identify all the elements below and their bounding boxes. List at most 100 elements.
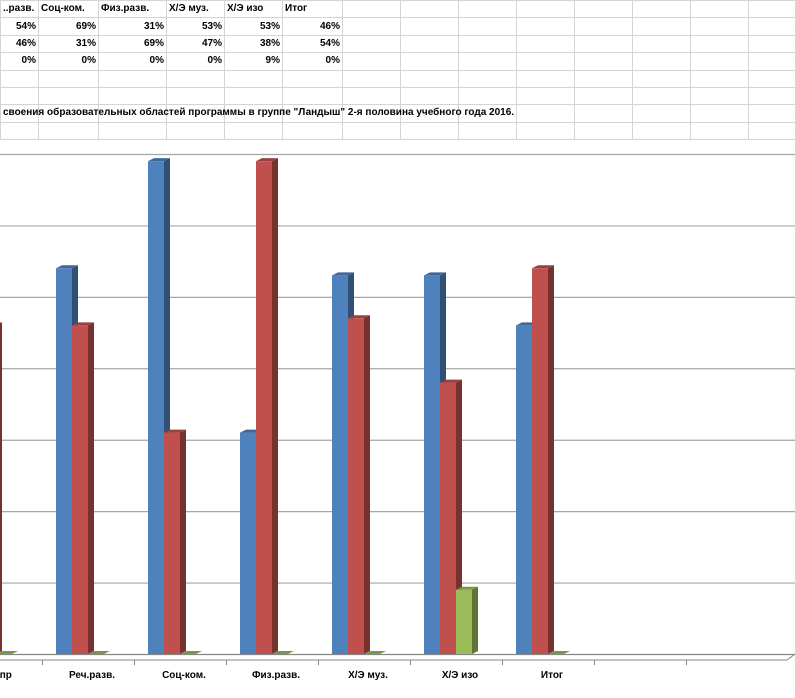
cell[interactable] — [574, 86, 633, 106]
cell[interactable] — [458, 69, 517, 88]
data-cell[interactable]: 31% — [38, 34, 99, 54]
cell[interactable] — [690, 52, 749, 71]
cell[interactable] — [632, 52, 691, 71]
cell[interactable] — [0, 69, 39, 88]
cell[interactable] — [632, 34, 691, 54]
cell[interactable] — [748, 17, 795, 36]
cell[interactable] — [98, 86, 167, 106]
cell[interactable] — [690, 121, 749, 141]
data-cell[interactable]: 31% — [98, 17, 167, 36]
data-cell[interactable]: 0% — [0, 52, 39, 71]
header-cell[interactable]: Физ.разв. — [98, 0, 167, 19]
cell[interactable] — [632, 69, 691, 88]
cell[interactable] — [282, 69, 343, 88]
data-cell[interactable]: 0% — [38, 52, 99, 71]
data-cell[interactable]: 54% — [0, 17, 39, 36]
data-cell[interactable]: 0% — [166, 52, 225, 71]
cell[interactable] — [748, 121, 795, 141]
header-cell[interactable]: Х/Э изо — [224, 0, 283, 19]
chart-title-cell[interactable]: своения образовательных областей програм… — [0, 104, 514, 123]
cell[interactable] — [166, 69, 225, 88]
cell[interactable] — [516, 69, 575, 88]
cell[interactable] — [166, 86, 225, 106]
cell[interactable] — [458, 34, 517, 54]
data-cell[interactable]: 0% — [282, 52, 343, 71]
cell[interactable] — [574, 52, 633, 71]
cell[interactable] — [458, 121, 517, 141]
cell[interactable] — [342, 34, 401, 54]
cell[interactable] — [516, 104, 575, 123]
cell[interactable] — [574, 104, 633, 123]
header-cell[interactable]: Соц-ком. — [38, 0, 99, 19]
cell[interactable] — [38, 86, 99, 106]
cell[interactable] — [690, 69, 749, 88]
cell[interactable] — [748, 34, 795, 54]
cell[interactable] — [400, 52, 459, 71]
cell[interactable] — [342, 17, 401, 36]
cell[interactable] — [690, 17, 749, 36]
cell[interactable] — [690, 0, 749, 19]
cell[interactable] — [574, 17, 633, 36]
data-cell[interactable]: 53% — [224, 17, 283, 36]
cell[interactable] — [400, 69, 459, 88]
cell[interactable] — [632, 121, 691, 141]
cell[interactable] — [0, 121, 39, 141]
cell[interactable] — [574, 121, 633, 141]
bar-chart[interactable]: ..нпр Реч.разв. Соц-ком. Физ.разв. Х/Э муз. Х… — [0, 140, 795, 698]
cell[interactable] — [342, 52, 401, 71]
cell[interactable] — [516, 17, 575, 36]
header-cell[interactable]: ..разв. — [0, 0, 39, 19]
cell[interactable] — [400, 34, 459, 54]
cell[interactable] — [574, 69, 633, 88]
data-cell[interactable]: 47% — [166, 34, 225, 54]
cell[interactable] — [458, 0, 517, 19]
cell[interactable] — [224, 121, 283, 141]
cell[interactable] — [516, 121, 575, 141]
cell[interactable] — [748, 0, 795, 19]
cell[interactable] — [38, 121, 99, 141]
cell[interactable] — [574, 0, 633, 19]
cell[interactable] — [458, 52, 517, 71]
cell[interactable] — [690, 34, 749, 54]
data-cell[interactable]: 46% — [282, 17, 343, 36]
cell[interactable] — [98, 69, 167, 88]
cell[interactable] — [0, 86, 39, 106]
data-cell[interactable]: 0% — [98, 52, 167, 71]
cell[interactable] — [458, 86, 517, 106]
cell[interactable] — [224, 69, 283, 88]
cell[interactable] — [342, 0, 401, 19]
data-cell[interactable]: 69% — [38, 17, 99, 36]
data-cell[interactable]: 46% — [0, 34, 39, 54]
cell[interactable] — [38, 69, 99, 88]
cell[interactable] — [748, 52, 795, 71]
cell[interactable] — [748, 104, 795, 123]
cell[interactable] — [748, 69, 795, 88]
cell[interactable] — [282, 86, 343, 106]
cell[interactable] — [166, 121, 225, 141]
data-cell[interactable]: 38% — [224, 34, 283, 54]
data-cell[interactable]: 53% — [166, 17, 225, 36]
cell[interactable] — [690, 86, 749, 106]
cell[interactable] — [516, 86, 575, 106]
cell[interactable] — [632, 0, 691, 19]
data-cell[interactable]: 9% — [224, 52, 283, 71]
header-cell[interactable]: Итог — [282, 0, 343, 19]
cell[interactable] — [516, 34, 575, 54]
cell[interactable] — [400, 0, 459, 19]
cell[interactable] — [282, 121, 343, 141]
data-cell[interactable]: 69% — [98, 34, 167, 54]
cell[interactable] — [98, 121, 167, 141]
cell[interactable] — [574, 34, 633, 54]
cell[interactable] — [632, 17, 691, 36]
cell[interactable] — [748, 86, 795, 106]
header-cell[interactable]: Х/Э муз. — [166, 0, 225, 19]
cell[interactable] — [342, 121, 401, 141]
cell[interactable] — [342, 86, 401, 106]
cell[interactable] — [400, 86, 459, 106]
cell[interactable] — [400, 17, 459, 36]
data-cell[interactable]: 54% — [282, 34, 343, 54]
cell[interactable] — [690, 104, 749, 123]
cell[interactable] — [632, 104, 691, 123]
chart-area[interactable]: ..нпр Реч.разв. Соц-ком. Физ.разв. Х/Э муз. Х… — [0, 140, 795, 698]
cell[interactable] — [516, 0, 575, 19]
